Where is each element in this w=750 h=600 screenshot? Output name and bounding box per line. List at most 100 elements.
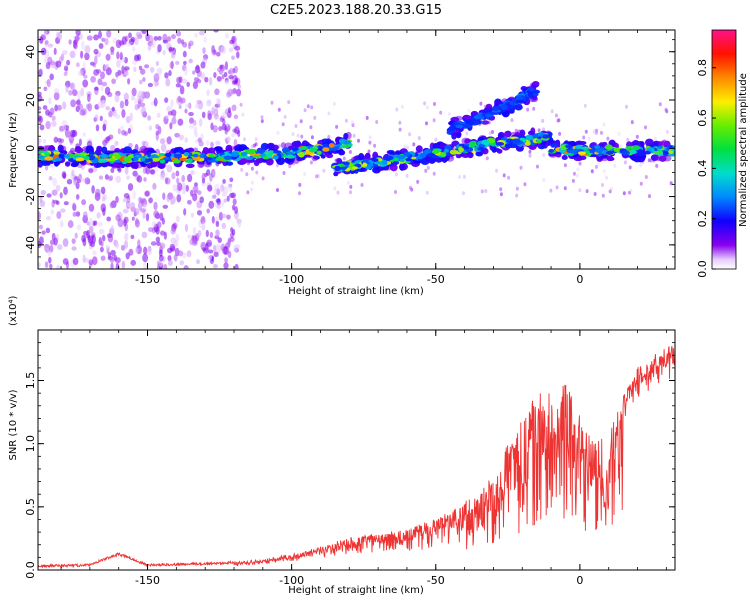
heatmap-cell <box>101 37 106 42</box>
heatmap-cell <box>403 144 407 149</box>
heatmap-cell <box>155 60 159 67</box>
heatmap-cell <box>213 72 217 79</box>
heatmap-cell <box>99 246 104 253</box>
heatmap-cell <box>499 192 503 197</box>
heatmap-cell <box>94 86 99 91</box>
heatmap-cell <box>100 71 105 80</box>
heatmap-cell <box>555 185 559 190</box>
heatmap-cell <box>426 105 429 110</box>
heatmap-cell <box>43 86 48 92</box>
heatmap-cell <box>187 234 192 239</box>
heatmap-cell <box>98 175 104 180</box>
heatmap-cell <box>168 47 175 52</box>
heatmap-cell <box>153 201 158 211</box>
heatmap-cell <box>281 122 285 127</box>
heatmap-cell <box>43 57 49 64</box>
heatmap-cell <box>225 161 234 166</box>
heatmap-cell <box>75 211 81 217</box>
heatmap-cell <box>171 34 176 40</box>
heatmap-cell <box>132 46 136 52</box>
heatmap-cell <box>49 107 55 116</box>
heatmap-cell <box>159 230 166 236</box>
heatmap-cell <box>110 51 115 56</box>
heatmap-cell <box>158 254 164 262</box>
heatmap-cell <box>223 71 228 78</box>
heatmap-cell <box>170 227 176 235</box>
heatmap-cell <box>358 153 365 160</box>
heatmap-cell <box>219 64 224 70</box>
heatmap-cell <box>230 132 236 138</box>
heatmap-cell <box>178 134 184 141</box>
heatmap-cell <box>84 45 91 54</box>
heatmap-cell <box>175 83 182 88</box>
heatmap-cell <box>572 171 576 176</box>
heatmap-cell <box>255 158 262 164</box>
heatmap-cell <box>38 95 43 102</box>
heatmap-cell <box>366 163 374 168</box>
heatmap-cell <box>262 156 270 160</box>
heatmap-cell <box>98 30 102 39</box>
heatmap-cell <box>192 70 196 75</box>
heatmap-cell <box>297 156 306 161</box>
heatmap-cell <box>424 168 428 173</box>
heatmap-cell <box>342 140 351 145</box>
heatmap-cell <box>88 225 94 234</box>
heatmap-cell <box>88 154 96 161</box>
heatmap-cell <box>138 65 143 71</box>
heatmap-cell <box>105 245 111 250</box>
heatmap-cell <box>327 134 331 139</box>
heatmap-cell <box>202 221 206 230</box>
heatmap-cell <box>77 70 84 77</box>
heatmap-cell <box>169 61 174 69</box>
heatmap-cell <box>630 120 634 125</box>
heatmap-cell <box>128 248 134 256</box>
heatmap-cell <box>121 129 127 136</box>
heatmap-cell <box>63 65 69 72</box>
heatmap-cell <box>519 165 523 170</box>
heatmap-cell <box>313 115 317 120</box>
heatmap-cell <box>563 186 567 191</box>
heatmap-cell <box>224 257 228 264</box>
heatmap-cell <box>162 39 169 44</box>
heatmap-cell <box>153 73 160 83</box>
heatmap-cell <box>212 244 217 253</box>
heatmap-cell <box>230 151 240 158</box>
heatmap-cell <box>138 197 143 203</box>
heatmap-cell <box>99 115 103 122</box>
heatmap-cell <box>136 175 143 183</box>
heatmap-cell <box>96 145 103 153</box>
heatmap-cell <box>59 208 66 213</box>
heatmap-cell <box>455 124 464 129</box>
x-tick-label: 0 <box>576 574 583 587</box>
heatmap-cell <box>644 150 651 155</box>
heatmap-cell <box>115 214 121 222</box>
heatmap-cell <box>141 231 148 239</box>
heatmap-cell <box>349 190 352 195</box>
heatmap-cell <box>54 88 60 94</box>
heatmap-cell <box>155 236 161 243</box>
heatmap-cell <box>98 42 104 50</box>
heatmap-cell <box>292 147 299 151</box>
heatmap-cell <box>175 233 180 242</box>
heatmap-cell <box>172 222 178 230</box>
y-tick-label: 20 <box>24 93 37 107</box>
heatmap-cell <box>48 176 53 181</box>
spectrogram-ylabel: Frequency (Hz) <box>8 112 19 188</box>
heatmap-cell <box>134 54 140 62</box>
heatmap-cell <box>163 97 169 103</box>
heatmap-cell <box>261 176 265 181</box>
heatmap-cell <box>172 184 178 192</box>
heatmap-cell <box>155 132 159 141</box>
heatmap-cell <box>111 78 116 85</box>
heatmap-cell <box>507 175 511 180</box>
heatmap-cell <box>43 150 49 155</box>
heatmap-cell <box>123 92 129 102</box>
heatmap-cell <box>215 140 221 146</box>
heatmap-cell <box>626 137 630 142</box>
heatmap-cell <box>69 82 74 90</box>
heatmap-cell <box>303 108 307 113</box>
heatmap-cell <box>250 187 254 192</box>
heatmap-cell <box>208 76 213 86</box>
heatmap-cell <box>38 211 41 221</box>
snr-frame <box>37 329 676 571</box>
